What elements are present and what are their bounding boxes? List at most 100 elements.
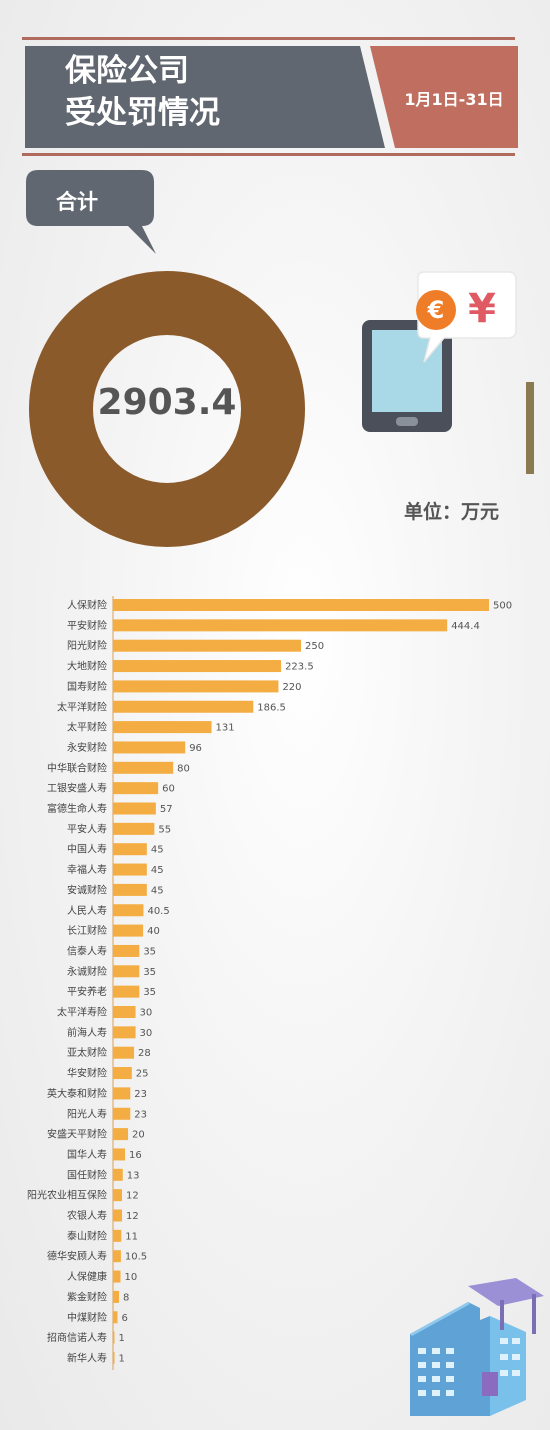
- value-label: 40: [147, 926, 160, 937]
- category-label: 太平财险: [67, 721, 107, 734]
- bar: [113, 1128, 129, 1141]
- date-range: 1月1日-31日: [404, 90, 504, 109]
- title-line-1: 保险公司: [65, 53, 189, 89]
- bar: [113, 619, 448, 632]
- value-label: 96: [189, 743, 202, 754]
- category-label: 工银安盛人寿: [47, 782, 107, 795]
- bar: [113, 985, 140, 998]
- bar: [113, 721, 212, 734]
- bar: [113, 924, 144, 937]
- bar: [113, 1046, 135, 1059]
- value-label: 250: [305, 641, 324, 652]
- category-label: 人保财险: [67, 599, 107, 612]
- category-label: 阳光人寿: [67, 1107, 107, 1120]
- value-label: 45: [151, 885, 164, 896]
- category-label: 幸福人寿: [67, 863, 107, 876]
- category-label: 华安财险: [67, 1067, 107, 1080]
- category-label: 中煤财险: [67, 1311, 107, 1324]
- value-label: 12: [126, 1191, 139, 1202]
- tablet-currency-illustration: € ¥: [362, 271, 517, 432]
- category-label: 长江财险: [67, 924, 107, 937]
- bar: [113, 1148, 126, 1161]
- category-label: 阳光农业相互保险: [27, 1189, 107, 1202]
- value-label: 8: [123, 1292, 129, 1303]
- category-label: 安盛天平财险: [47, 1128, 107, 1141]
- euro-symbol: €: [427, 296, 445, 324]
- value-label: 30: [140, 1008, 153, 1019]
- bar: [113, 660, 282, 673]
- value-label: 35: [143, 946, 156, 957]
- bar: [113, 883, 147, 896]
- category-label: 前海人寿: [67, 1026, 107, 1039]
- value-label: 57: [160, 804, 173, 815]
- value-label: 16: [129, 1150, 142, 1161]
- category-label: 英大泰和财险: [47, 1087, 107, 1100]
- category-label: 大地财险: [67, 660, 107, 673]
- header-bottom-rule: [22, 153, 515, 156]
- category-label: 泰山财险: [67, 1229, 107, 1242]
- value-label: 55: [158, 824, 171, 835]
- bar: [113, 1067, 132, 1080]
- bar: [113, 1250, 121, 1263]
- bars-layer: 人保财险 500 平安财险 444.4 阳光财险 250 大地财险 223.5 国寿财险 220 太…: [27, 599, 512, 1365]
- value-label: 35: [143, 987, 156, 998]
- category-label: 太平洋财险: [57, 700, 107, 713]
- unit-label: 单位：万元: [404, 501, 500, 523]
- bar: [113, 1270, 121, 1283]
- bar: [113, 822, 155, 835]
- building-icon: [410, 1278, 544, 1416]
- bar: [113, 1168, 123, 1181]
- value-label: 45: [151, 845, 164, 856]
- category-label: 国寿财险: [67, 680, 107, 693]
- category-label: 平安财险: [67, 619, 107, 632]
- bar: [113, 1290, 120, 1303]
- category-label: 安诚财险: [67, 883, 107, 896]
- header-top-rule: [22, 37, 515, 40]
- side-decoration-strip: [526, 382, 534, 474]
- bar: [113, 1331, 115, 1344]
- bar: [113, 741, 186, 754]
- bar: [113, 599, 489, 611]
- value-label: 23: [134, 1089, 147, 1100]
- category-label: 农银人寿: [67, 1209, 107, 1222]
- value-label: 25: [136, 1069, 149, 1080]
- value-label: 1: [119, 1353, 125, 1364]
- value-label: 444.4: [451, 621, 480, 632]
- bar: [113, 944, 140, 957]
- category-label: 信泰人寿: [67, 944, 107, 957]
- value-label: 500: [493, 601, 512, 612]
- bar: [113, 700, 254, 713]
- currency-bubble-icon: € ¥: [416, 271, 517, 363]
- bar: [113, 843, 147, 856]
- value-label: 20: [132, 1130, 145, 1141]
- category-label: 紫金财险: [67, 1290, 107, 1303]
- total-label: 合计: [56, 190, 98, 214]
- bar: [113, 1209, 123, 1222]
- category-label: 中国人寿: [67, 843, 107, 856]
- value-label: 10.5: [125, 1252, 147, 1263]
- bar: [113, 782, 159, 795]
- value-label: 11: [125, 1231, 138, 1242]
- value-label: 28: [138, 1048, 151, 1059]
- bar: [113, 1311, 118, 1324]
- value-label: 10: [125, 1272, 138, 1283]
- total-value: 2903.4: [97, 382, 237, 423]
- value-label: 1: [119, 1333, 125, 1344]
- bar: [113, 1229, 122, 1242]
- category-label: 太平洋寿险: [57, 1006, 107, 1019]
- value-label: 30: [140, 1028, 153, 1039]
- date-band: [370, 46, 518, 148]
- category-label: 阳光财险: [67, 639, 107, 652]
- value-label: 131: [216, 723, 235, 734]
- value-label: 60: [162, 784, 175, 795]
- value-label: 80: [177, 763, 190, 774]
- yen-symbol: ¥: [468, 286, 496, 332]
- value-label: 35: [143, 967, 156, 978]
- bar: [113, 1351, 115, 1364]
- title-line-2: 受处罚情况: [65, 95, 220, 131]
- value-label: 6: [122, 1313, 128, 1324]
- bar: [113, 1107, 131, 1120]
- category-label: 平安养老: [67, 985, 107, 998]
- bar: [113, 680, 279, 693]
- value-label: 12: [126, 1211, 139, 1222]
